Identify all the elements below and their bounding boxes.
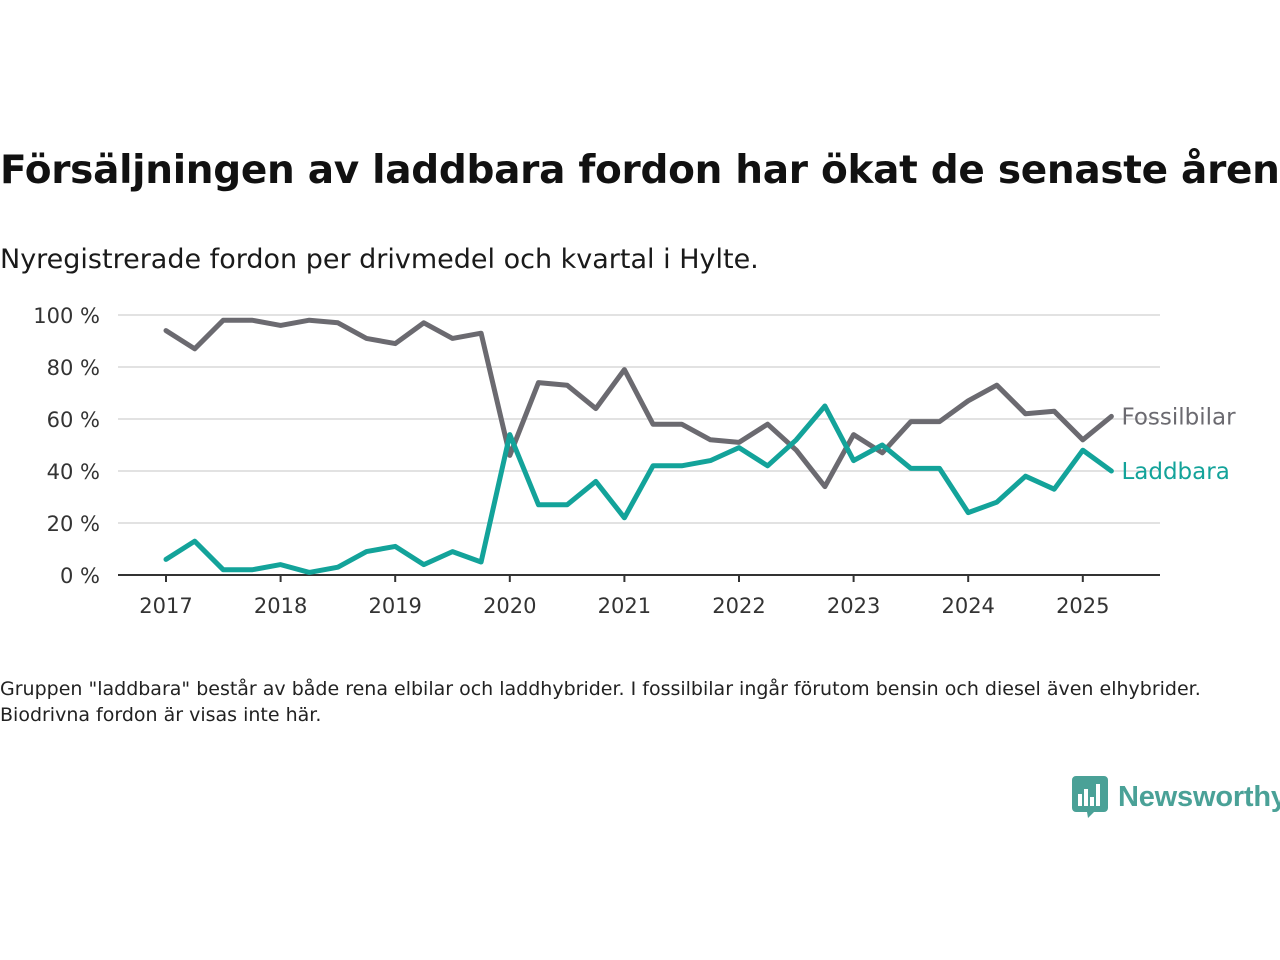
y-tick-label: 0 % (60, 564, 100, 588)
y-axis-ticks: 0 % 20 % 40 % 60 % 80 % 100 % (33, 304, 100, 588)
chart-title: Försäljningen av laddbara fordon har öka… (0, 148, 1280, 193)
x-tick-label: 2019 (368, 594, 421, 618)
newsworthy-logo-icon (1072, 776, 1108, 818)
series-line-fossilbilar (163, 317, 1114, 490)
y-tick-label: 100 % (33, 304, 100, 328)
series-line-laddbara (163, 403, 1114, 575)
y-tick-label: 20 % (47, 512, 100, 536)
series-labels: Fossilbilar Laddbara (1121, 404, 1236, 485)
brand-logo: Newsworthy (1072, 776, 1280, 818)
line-chart: 0 % 20 % 40 % 60 % 80 % 100 % 2017 2018 2019 202… (33, 304, 1236, 618)
series-lines (163, 317, 1114, 575)
x-tick-label: 2024 (941, 594, 994, 618)
x-tick-label: 2023 (827, 594, 880, 618)
y-tick-label: 60 % (47, 408, 100, 432)
y-tick-label: 80 % (47, 356, 100, 380)
x-tick-label: 2020 (483, 594, 536, 618)
x-tick-label: 2025 (1056, 594, 1109, 618)
series-label-fossilbilar: Fossilbilar (1121, 404, 1236, 430)
footnote: Gruppen "laddbara" består av både rena e… (0, 678, 1201, 726)
gridlines (118, 314, 1160, 524)
x-tick-label: 2018 (254, 594, 307, 618)
x-tick-label: 2021 (598, 594, 651, 618)
series-label-laddbara: Laddbara (1121, 459, 1229, 485)
x-tick-label: 2017 (139, 594, 192, 618)
y-tick-label: 40 % (47, 460, 100, 484)
x-tick-label: 2022 (712, 594, 765, 618)
chart-subtitle: Nyregistrerade fordon per drivmedel och … (0, 244, 759, 275)
x-axis-ticks: 2017 2018 2019 2020 2021 2022 2023 2024 2025 (139, 575, 1110, 618)
brand-name: Newsworthy (1118, 780, 1280, 813)
